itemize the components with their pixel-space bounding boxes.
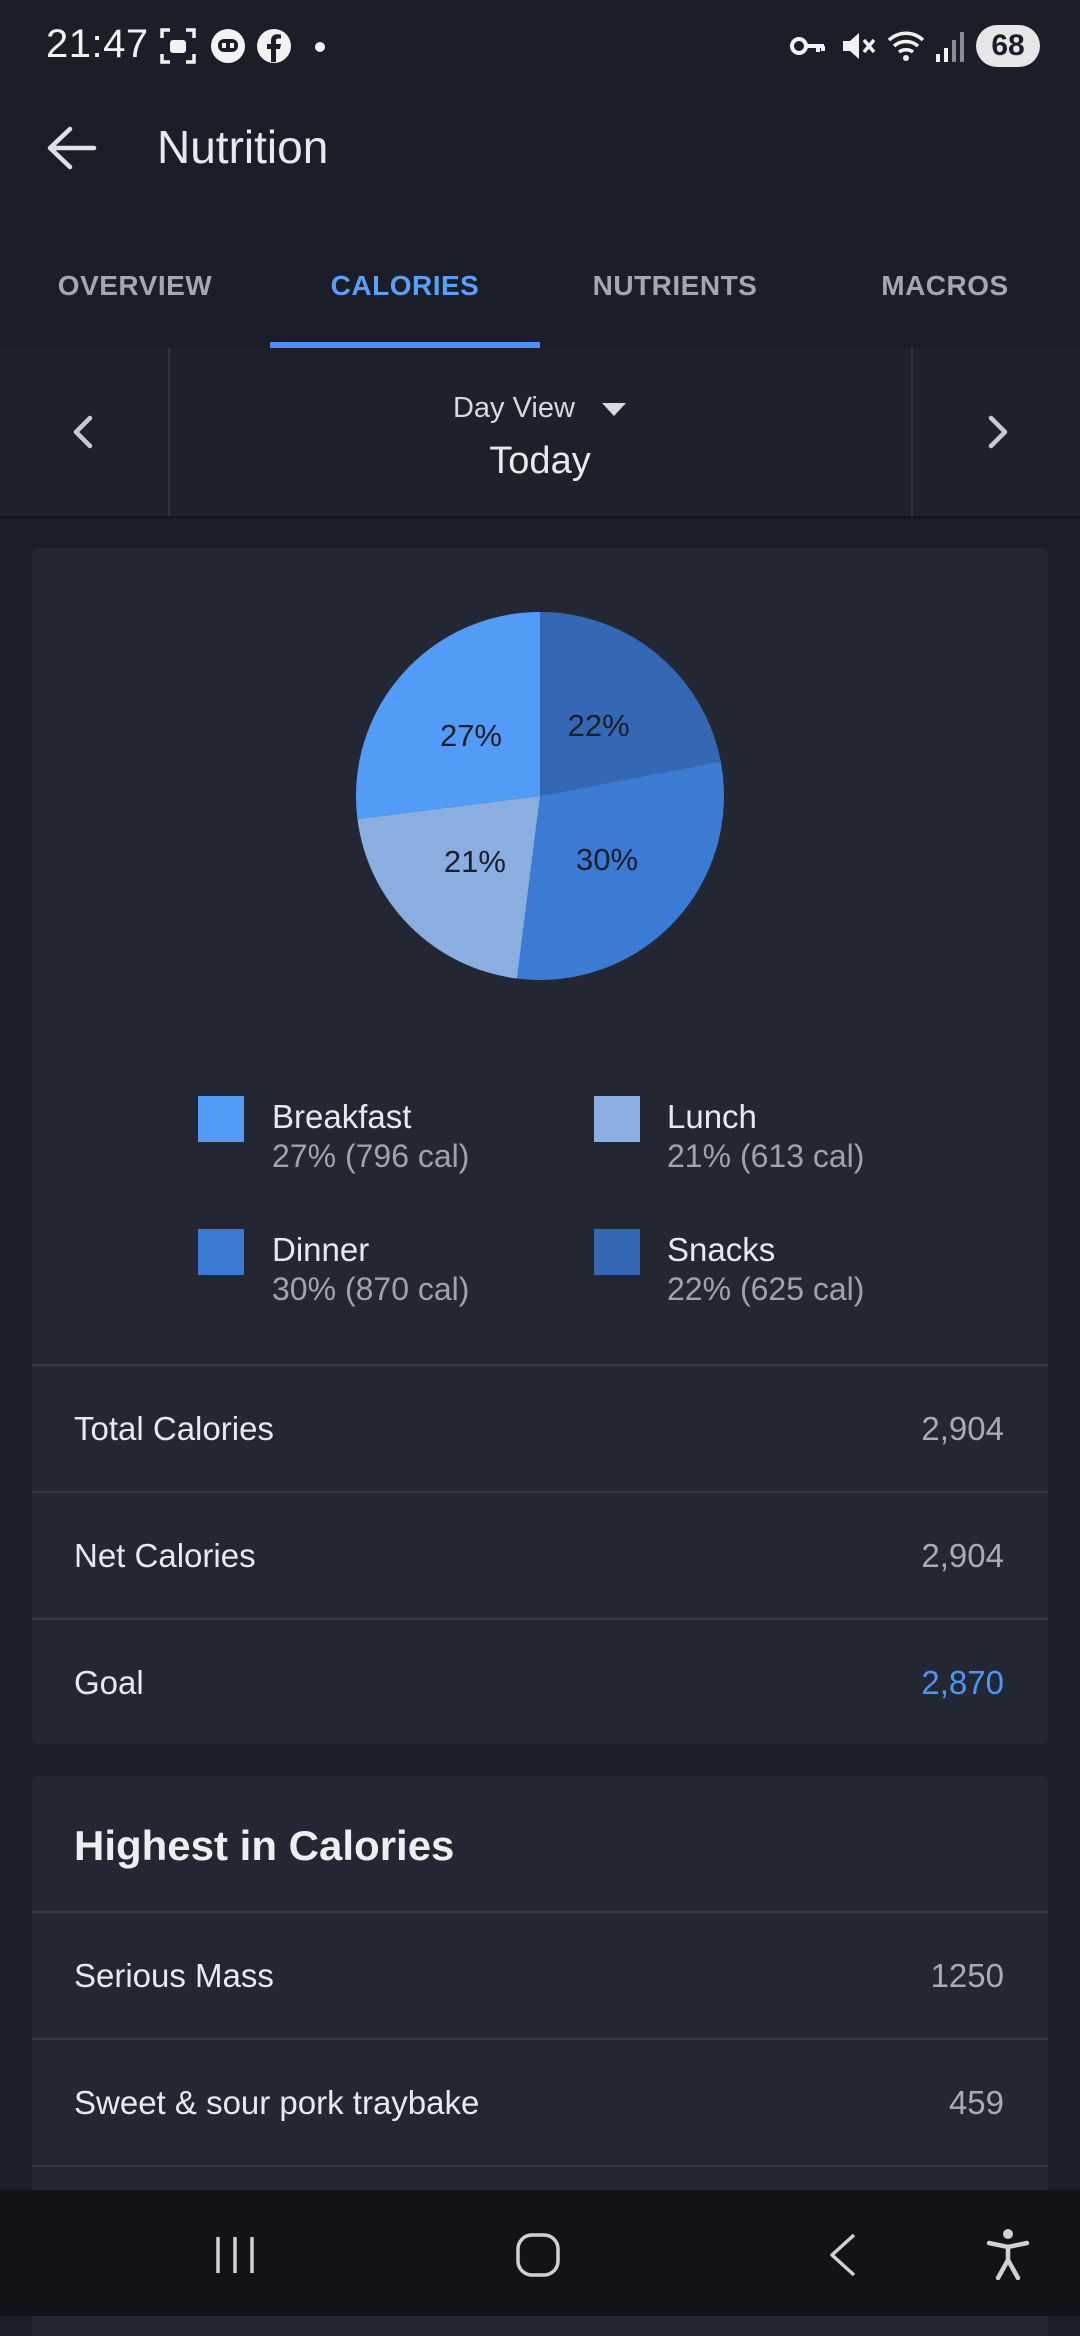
active-tab-indicator (270, 342, 540, 348)
goal-value: 2,870 (921, 1664, 1004, 1701)
wifi-icon (887, 31, 925, 61)
legend-swatch-dinner (198, 1229, 244, 1275)
tab-nutrients[interactable]: NUTRIENTS (592, 270, 758, 301)
day-view-dropdown[interactable]: Day View (0, 392, 1080, 425)
pie-label-snacks: 22% (568, 708, 630, 743)
day-view-label: Day View (452, 392, 575, 424)
total-calories-label: Total Calories (74, 1410, 274, 1447)
legend-swatch-lunch (594, 1096, 640, 1142)
total-calories-value: 2,904 (921, 1410, 1004, 1447)
date-navigator (0, 348, 1080, 518)
accessibility-icon[interactable] (986, 2228, 1030, 2280)
screenshot-icon (160, 28, 196, 64)
legend-value-breakfast: 27% (796 cal) (272, 1138, 470, 1174)
pie-slice-lunch (357, 796, 540, 979)
next-day-button[interactable] (911, 348, 1080, 516)
pie-label-lunch: 21% (444, 844, 506, 879)
food-calories: 459 (948, 2084, 1004, 2121)
recent-apps-icon[interactable] (212, 2234, 258, 2276)
calories-pie-chart: 22% 30% 21% 27% (356, 612, 724, 980)
previous-day-button[interactable] (0, 348, 170, 516)
system-navigation-bar (0, 2190, 1080, 2316)
pie-label-dinner: 30% (576, 842, 638, 877)
pie-label-breakfast: 27% (440, 718, 502, 753)
summary-row-net[interactable]: Net Calories 2,904 (32, 1491, 1048, 1619)
signal-icon (936, 32, 964, 62)
net-calories-label: Net Calories (74, 1537, 256, 1574)
legend-name-dinner: Dinner (272, 1231, 370, 1268)
battery-indicator: 68 (976, 25, 1040, 67)
summary-row-goal[interactable]: Goal 2,870 (32, 1618, 1048, 1746)
home-icon[interactable] (514, 2232, 562, 2278)
legend-swatch-breakfast (198, 1096, 244, 1142)
chevron-left-icon (73, 415, 93, 449)
food-row-divider (32, 2165, 1048, 2192)
system-back-icon[interactable] (826, 2232, 860, 2278)
date-label: Today (489, 440, 591, 482)
tab-macros[interactable]: MACROS (881, 270, 1009, 301)
food-row-2[interactable]: Sweet & sour pork traybake 459 (32, 2038, 1048, 2166)
legend-swatch-snacks (594, 1229, 640, 1275)
key-icon (790, 37, 825, 55)
back-arrow-icon[interactable] (44, 123, 100, 173)
legend-value-snacks: 22% (625 cal) (667, 1271, 865, 1307)
food-row-1[interactable]: Serious Mass 1250 (32, 1911, 1048, 2039)
tab-overview[interactable]: OVERVIEW (57, 270, 213, 301)
legend-name-breakfast: Breakfast (272, 1098, 412, 1135)
food-name: Sweet & sour pork traybake (74, 2084, 480, 2121)
legend-value-lunch: 21% (613 cal) (667, 1138, 865, 1174)
status-time: 21:47 (46, 22, 149, 66)
summary-row-total[interactable]: Total Calories 2,904 (32, 1364, 1048, 1492)
highest-calories-heading: Highest in Calories (74, 1822, 455, 1869)
pie-slice-snacks (540, 612, 721, 796)
net-calories-value: 2,904 (921, 1537, 1004, 1574)
pie-slice-dinner (516, 761, 724, 980)
mute-icon (843, 33, 876, 59)
legend-name-lunch: Lunch (667, 1098, 757, 1135)
robot-icon (211, 29, 245, 63)
food-name: Serious Mass (74, 1957, 274, 1994)
legend-value-dinner: 30% (870 cal) (272, 1271, 470, 1307)
chevron-right-icon (988, 415, 1008, 449)
status-bar: 21:47 68 (0, 0, 1080, 95)
tab-calories[interactable]: CALORIES (330, 270, 480, 301)
page-title: Nutrition (157, 121, 329, 173)
facebook-icon (257, 29, 291, 63)
food-calories: 1250 (930, 1957, 1004, 1994)
dropdown-arrow-icon (602, 403, 627, 417)
dot-icon (315, 42, 325, 52)
pie-slice-breakfast (356, 612, 540, 820)
goal-label: Goal (74, 1664, 144, 1701)
legend-name-snacks: Snacks (667, 1231, 776, 1268)
